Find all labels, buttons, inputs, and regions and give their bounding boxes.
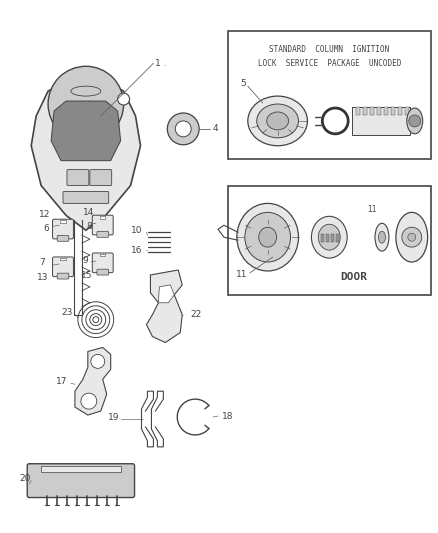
Bar [356,107,360,115]
Circle shape [402,227,422,247]
FancyBboxPatch shape [97,231,109,237]
Bar [60,258,66,260]
Text: 7: 7 [39,257,45,266]
Text: 22: 22 [190,310,201,319]
Circle shape [175,121,191,137]
Bar [228,185,431,295]
Bar [326,234,329,242]
Bar [41,466,120,472]
FancyBboxPatch shape [53,257,74,277]
Text: 12: 12 [39,210,50,219]
Text: 11: 11 [367,205,377,214]
Text: 15: 15 [81,271,92,280]
Circle shape [322,108,348,134]
Ellipse shape [237,204,298,271]
Ellipse shape [318,224,340,250]
Bar [100,254,106,256]
Ellipse shape [396,212,427,262]
Text: 13: 13 [37,273,49,282]
Text: 9: 9 [83,255,88,264]
Circle shape [167,113,199,145]
PathPatch shape [159,285,174,303]
FancyBboxPatch shape [67,169,89,185]
Text: 4: 4 [213,124,219,133]
Text: 19: 19 [108,413,119,422]
Circle shape [48,66,124,142]
Bar [384,107,388,115]
FancyBboxPatch shape [97,269,109,275]
Text: 20: 20 [19,474,31,483]
Bar [363,107,367,115]
Text: 6: 6 [43,224,49,233]
Text: 11: 11 [236,270,247,279]
Bar [100,216,106,219]
Text: 5: 5 [240,79,246,87]
Ellipse shape [71,86,101,96]
Ellipse shape [259,227,277,247]
Bar [321,234,324,242]
Text: 10: 10 [131,226,142,235]
Ellipse shape [375,223,389,251]
Bar [228,31,431,159]
FancyBboxPatch shape [57,273,69,279]
Text: LOCK  SERVICE  PACKAGE  UNCODED: LOCK SERVICE PACKAGE UNCODED [258,59,401,68]
Text: 8: 8 [87,222,92,231]
FancyBboxPatch shape [92,215,113,235]
Text: STANDARD  COLUMN  IGNITION: STANDARD COLUMN IGNITION [269,45,389,54]
Ellipse shape [407,108,423,134]
Text: DOOR: DOOR [340,272,367,282]
Ellipse shape [257,104,298,138]
Text: 18: 18 [222,411,233,421]
Circle shape [81,393,97,409]
Ellipse shape [248,96,307,146]
Text: 16: 16 [131,246,142,255]
FancyBboxPatch shape [90,169,112,185]
Bar [370,107,374,115]
Text: 23: 23 [61,308,72,317]
Text: 17: 17 [56,377,67,386]
PathPatch shape [75,348,111,415]
Circle shape [408,233,416,241]
PathPatch shape [51,101,120,160]
Bar [398,107,402,115]
FancyBboxPatch shape [92,253,113,273]
Bar [391,107,395,115]
Circle shape [409,115,421,127]
FancyBboxPatch shape [63,191,109,204]
Ellipse shape [267,112,289,130]
Text: 1 .: 1 . [155,59,167,68]
FancyBboxPatch shape [57,236,69,241]
Bar [336,234,339,242]
FancyBboxPatch shape [27,464,134,497]
PathPatch shape [31,78,141,230]
Text: 14: 14 [83,208,94,217]
FancyBboxPatch shape [53,219,74,239]
Bar [377,107,381,115]
Circle shape [91,354,105,368]
PathPatch shape [146,270,182,343]
Ellipse shape [311,216,347,258]
Bar [405,107,409,115]
Circle shape [118,93,130,105]
Ellipse shape [245,212,290,262]
Bar [331,234,334,242]
Bar [352,107,410,135]
Bar [60,220,66,223]
Ellipse shape [378,231,385,243]
